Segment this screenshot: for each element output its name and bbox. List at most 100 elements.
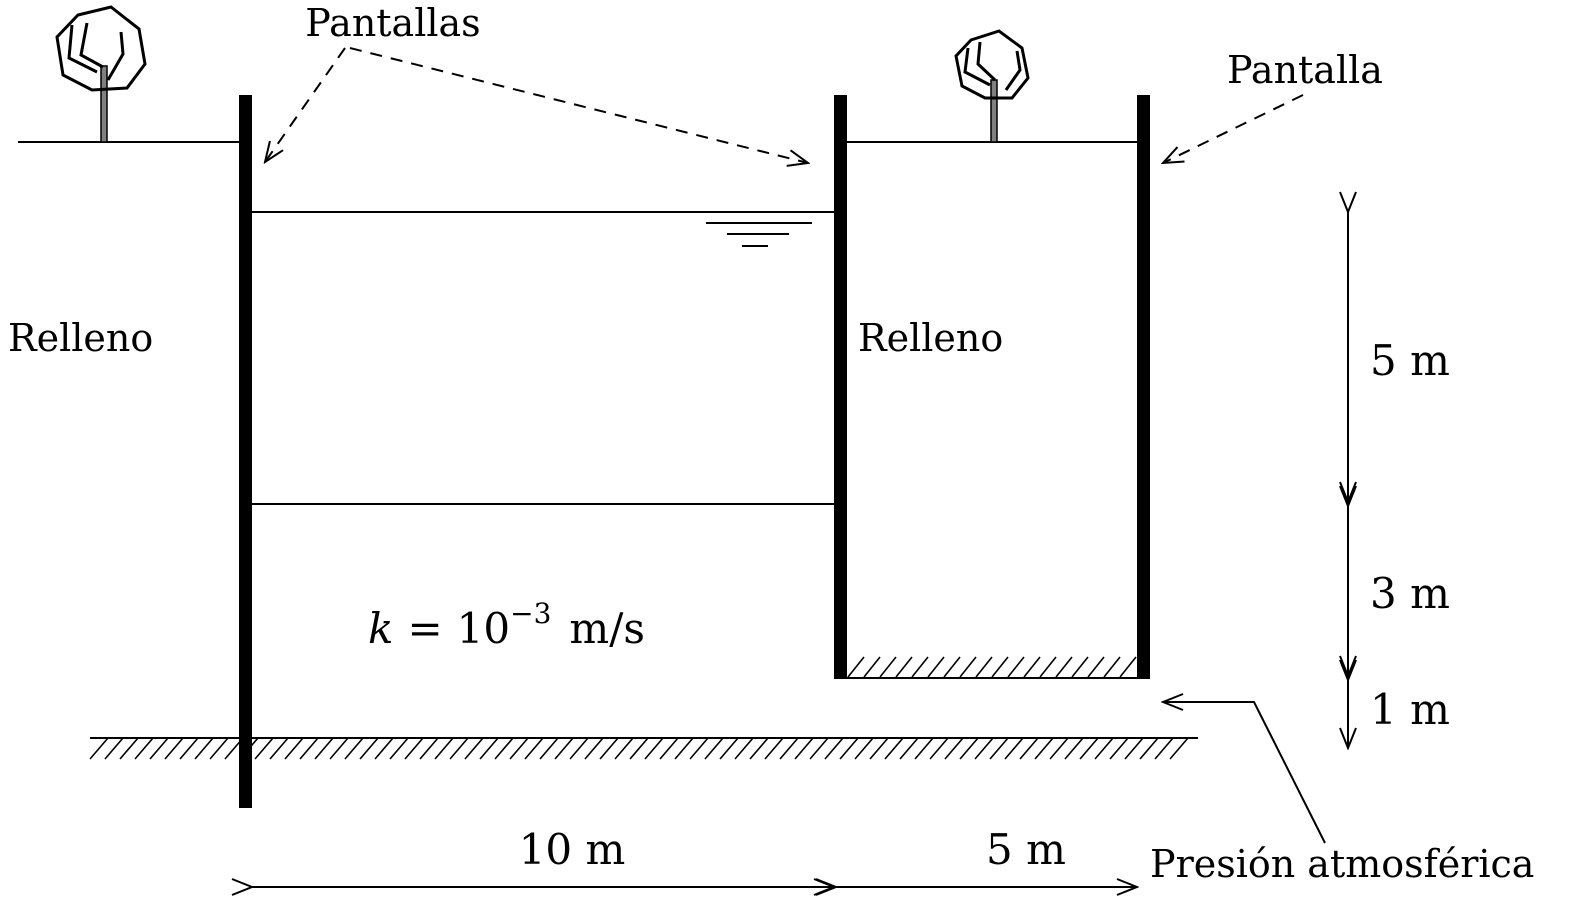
hatch-stroke [629,737,649,760]
hatch-stroke [659,737,679,760]
tree-icon [55,5,147,143]
hatch-stroke [1079,737,1099,760]
hatch-stroke [1007,656,1025,678]
hatch-stroke [584,737,604,760]
hatch-stroke [779,737,799,760]
hatch-stroke [284,737,304,760]
hatch-stroke [104,737,124,760]
hatch-stroke [989,737,1009,760]
pantalla-leader-right [1163,94,1304,163]
hatch-stroke [299,737,319,760]
hatch-stroke [689,737,709,760]
dimension-label-5m-horizontal: 5 m [986,825,1066,874]
hatch-stroke [269,737,289,760]
hatch-stroke [419,737,439,760]
hatch-stroke [764,737,784,760]
hatch-stroke [524,737,544,760]
hatch-stroke [464,737,484,760]
hatch-stroke [1087,656,1105,678]
sheet-pile-left [239,95,252,808]
hatch-stroke [674,737,694,760]
hatch-stroke [344,737,364,760]
hatch-stroke [599,737,619,760]
hatch-stroke [1023,656,1041,678]
tree-icon [954,29,1030,143]
hatch-stroke [959,737,979,760]
hatch-stroke [1034,737,1054,760]
hatch-stroke [119,737,139,760]
hatch-stroke [1109,737,1129,760]
hatch-stroke [847,656,865,678]
hatch-stroke [254,737,274,760]
hatch-stroke [1055,656,1073,678]
hatch-stroke [914,737,934,760]
hatch-stroke [1154,737,1174,760]
hatch-stroke [879,656,897,678]
hatch-stroke [179,737,199,760]
hatch-stroke [734,737,754,760]
hatch-stroke [1094,737,1114,760]
hatch-stroke [944,737,964,760]
sheet-pile-right [1137,95,1150,679]
pantallas-leader-left [265,47,346,162]
hatch-stroke [389,737,409,760]
atmospheric-pressure-label: Presión atmosférica [1150,842,1534,886]
hatch-stroke [509,737,529,760]
hatch-stroke [1103,656,1121,678]
hatch-stroke [704,737,724,760]
hatch-stroke [869,737,889,760]
dimension-label-5m-vertical: 5 m [1370,336,1450,385]
hatch-stroke [1064,737,1084,760]
pantallas-leader-middle [349,47,808,163]
dimension-label-3m: 3 m [1370,569,1450,618]
hatch-stroke [494,737,514,760]
water-table-symbol-icon [706,222,812,247]
permeability-formula: k = 10−3 m/s [368,597,645,653]
cell-bottom-hatching [847,656,1137,678]
sheet-pile-middle [834,95,847,679]
hatch-stroke [329,737,349,760]
hatch-stroke [164,737,184,760]
hatch-stroke [1004,737,1024,760]
fill-right-label: Relleno [858,316,1003,360]
impervious-base-hatching [89,737,1189,760]
hatch-stroke [991,656,1009,678]
hatch-stroke [854,737,874,760]
hatch-stroke [899,737,919,760]
hatch-stroke [569,737,589,760]
hatch-stroke [959,656,977,678]
hatch-stroke [554,737,574,760]
hatch-stroke [824,737,844,760]
hatch-stroke [1139,737,1159,760]
screen-single-label: Pantalla [1227,48,1383,92]
dimension-label-10m: 10 m [519,825,626,874]
hatch-stroke [374,737,394,760]
hatch-stroke [89,737,109,760]
hatch-stroke [434,737,454,760]
hatch-stroke [194,737,214,760]
hatch-stroke [359,737,379,760]
hatch-stroke [719,737,739,760]
hatch-stroke [749,737,769,760]
hatch-stroke [884,737,904,760]
hatch-stroke [974,737,994,760]
hatch-stroke [404,737,424,760]
hatch-stroke [1019,737,1039,760]
hatch-stroke [1169,737,1189,760]
hatch-stroke [644,737,664,760]
hatch-stroke [863,656,881,678]
hatch-stroke [929,737,949,760]
hatch-stroke [1119,656,1137,678]
hatch-stroke [975,656,993,678]
hatch-stroke [927,656,945,678]
hatch-stroke [149,737,169,760]
hatch-stroke [794,737,814,760]
hatch-stroke [1039,656,1057,678]
dimension-label-1m: 1 m [1370,685,1450,734]
hatch-stroke [134,737,154,760]
hatch-stroke [449,737,469,760]
pressure-leader [1163,702,1326,844]
hatch-stroke [1071,656,1089,678]
hatch-stroke [209,737,229,760]
